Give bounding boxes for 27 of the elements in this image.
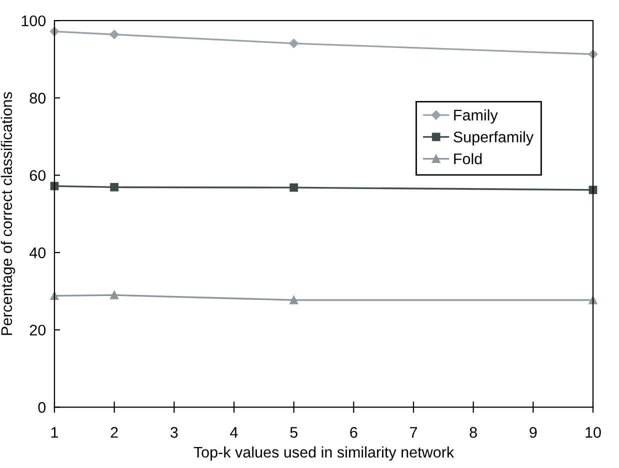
legend-label: Family: [454, 109, 498, 124]
y-tick-label: 20: [30, 324, 46, 336]
x-tick-label: 2: [110, 427, 118, 438]
y-tick-label: 0: [38, 402, 46, 413]
x-tick-label: 6: [350, 427, 358, 438]
x-axis-title: Top-k values used in similarity network: [194, 446, 454, 461]
x-tick-label: 1: [51, 427, 58, 438]
y-tick-label: 60: [30, 170, 46, 181]
x-tick-label: 10: [586, 427, 601, 438]
y-tick-label: 40: [30, 247, 46, 258]
x-tick-label: 8: [470, 427, 477, 438]
point: [110, 290, 118, 300]
x-tick-label: 7: [410, 427, 417, 438]
point: [110, 183, 118, 192]
point: [290, 296, 298, 304]
point: [290, 183, 298, 192]
x-tick-label: 5: [290, 427, 298, 438]
legend-label: Superfamily: [454, 131, 534, 146]
y-axis-title: Percentage of correct classifications: [0, 92, 16, 335]
x-tick-label: 4: [230, 427, 238, 438]
point: [289, 38, 298, 48]
y-tick-label: 80: [30, 92, 46, 104]
y-tick-label: 100: [22, 15, 46, 26]
point: [110, 30, 119, 40]
x-tick-label: 3: [170, 427, 178, 438]
legend-label: Fold: [454, 153, 482, 164]
x-tick-label: 9: [530, 427, 537, 438]
